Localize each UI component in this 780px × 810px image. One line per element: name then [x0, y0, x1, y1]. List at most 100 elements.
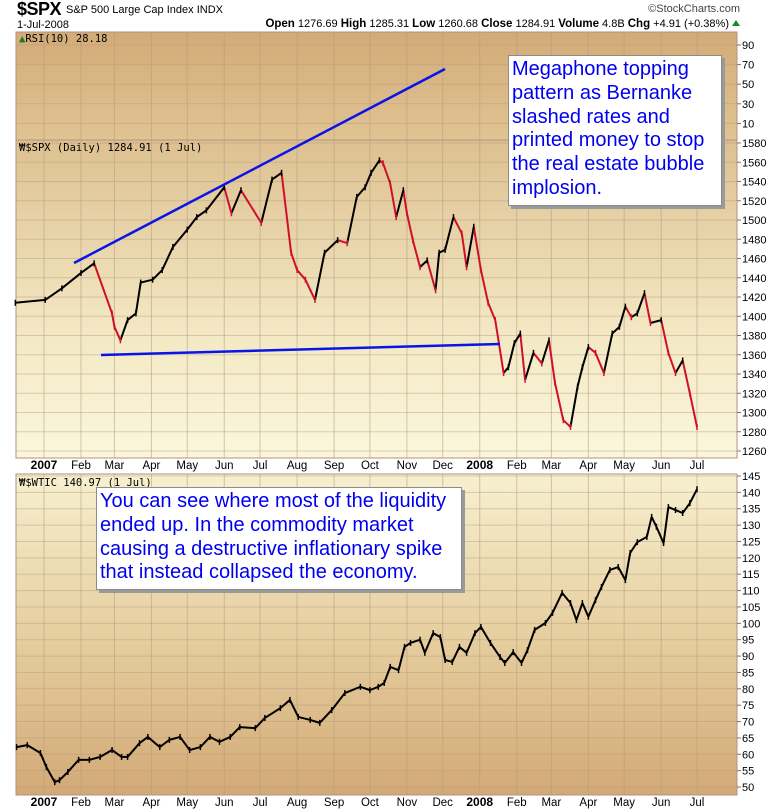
- wtic-segment: [489, 642, 501, 658]
- spx-segment: [460, 233, 468, 268]
- chg-value: +4.91 (+0.38%): [653, 18, 729, 30]
- wtic-segment: [667, 506, 676, 511]
- wtic-segment: [254, 717, 266, 729]
- spx-segment: [587, 346, 597, 354]
- wtic-segment: [403, 642, 412, 648]
- wtic-segment: [474, 626, 482, 634]
- x-tick-label: Dec: [432, 460, 453, 472]
- x-tick-label: 2008: [466, 795, 493, 809]
- spx-segment: [611, 326, 621, 335]
- x-tick-label: Oct: [361, 797, 380, 809]
- spx-segment: [405, 213, 414, 241]
- spx-segment: [370, 159, 381, 174]
- wtic-segment: [309, 718, 321, 724]
- spx-segment: [126, 312, 137, 321]
- x-tick-label: May: [613, 797, 635, 809]
- spx-segment: [553, 382, 565, 421]
- spx-segment: [93, 262, 113, 314]
- spx-segment: [444, 216, 455, 251]
- wtic-segment: [330, 692, 346, 711]
- wtic-y-tick-label: 125: [742, 536, 760, 548]
- annotation-line: that instead collapsed the economy.: [100, 561, 418, 584]
- wtic-segment: [189, 746, 201, 751]
- spx-segment: [15, 298, 46, 304]
- wtic-segment: [624, 552, 632, 581]
- spx-segment: [569, 386, 579, 428]
- wtic-segment: [377, 682, 385, 688]
- spx-y-tick-label: 1380: [742, 331, 766, 343]
- spx-segment: [296, 269, 307, 281]
- x-tick-label: Mar: [105, 797, 125, 809]
- wtic-segment: [397, 646, 406, 671]
- wtic-y-tick-label: 145: [742, 471, 760, 483]
- spx-segment: [44, 287, 63, 301]
- wtic-segment: [688, 488, 698, 504]
- spx-segment: [186, 216, 198, 231]
- spx-segment: [304, 279, 316, 301]
- bar-chart-icon: ₩: [19, 142, 26, 154]
- annotation-line: slashed rates and: [512, 105, 670, 128]
- spx-segment: [205, 186, 226, 211]
- wtic-segment: [179, 736, 191, 751]
- spx-y-tick-label: 1300: [742, 408, 766, 420]
- wtic-segment: [636, 536, 648, 544]
- spx-segment: [576, 367, 584, 387]
- x-tick-label: Nov: [397, 460, 418, 472]
- megaphone-annotation: Megaphone topping pattern as Bernanke sl…: [508, 55, 722, 206]
- spx-y-tick-label: 1260: [742, 446, 766, 458]
- wtic-segment: [298, 715, 311, 721]
- spx-segment: [524, 352, 535, 381]
- annotation-line: You can see where most of the liquidity: [100, 490, 447, 512]
- x-tick-label: Feb: [507, 797, 527, 809]
- spx-y-tick-label: 1320: [742, 388, 766, 400]
- wtic-y-tick-label: 120: [742, 553, 760, 565]
- spx-segment: [364, 172, 373, 188]
- spx-segment: [337, 239, 348, 245]
- spx-title: $SPX (Daily) 1284.91 (1 Jul): [25, 142, 203, 154]
- spx-segment: [581, 346, 590, 368]
- wtic-segment: [16, 744, 28, 749]
- wtic-segment: [39, 752, 48, 768]
- spx-segment: [223, 187, 233, 214]
- x-tick-label: Apr: [579, 797, 597, 809]
- x-tick-label: Feb: [71, 797, 91, 809]
- annotation-line: ended up. In the commodity market: [100, 513, 414, 536]
- x-tick-label: May: [176, 460, 198, 472]
- wtic-segment: [199, 736, 211, 748]
- wtic-y-tick-label: 55: [742, 766, 754, 778]
- wtic-segment: [111, 749, 123, 758]
- rsi-y-tick-label: 70: [742, 60, 754, 72]
- spx-segment: [389, 183, 398, 218]
- wtic-segment: [54, 779, 60, 784]
- wtic-segment: [581, 602, 590, 618]
- spx-segment: [140, 278, 153, 284]
- spx-segment: [630, 312, 638, 319]
- spx-segment: [479, 269, 490, 303]
- spx-segment: [494, 319, 505, 374]
- wtic-segment: [169, 735, 181, 741]
- wtic-y-tick-label: 50: [742, 782, 754, 794]
- high-value: 1285.31: [369, 18, 410, 30]
- price-stats: Open 1276.69 High 1285.31 Low 1260.68 Cl…: [265, 18, 740, 30]
- wtic-segment: [26, 744, 41, 754]
- wtic-segment: [264, 707, 281, 719]
- annotation-line: pattern as Bernanke: [512, 81, 693, 104]
- wtic-segment: [58, 771, 69, 781]
- spx-segment: [80, 262, 95, 274]
- spx-segment: [230, 189, 242, 214]
- spx-segment: [688, 393, 698, 428]
- x-tick-label: Apr: [142, 797, 160, 809]
- lower-trendline: [100, 342, 501, 357]
- spx-segment: [660, 319, 670, 354]
- copyright: ©StockCharts.com: [648, 3, 740, 15]
- wtic-segment: [617, 566, 627, 581]
- spx-segment: [323, 239, 339, 254]
- high-label: High: [340, 18, 367, 30]
- wtic-segment: [419, 639, 426, 654]
- spx-segment: [452, 216, 463, 234]
- low-value: 1260.68: [438, 18, 478, 30]
- x-tick-label: Jun: [652, 460, 671, 472]
- spx-y-tick-label: 1400: [742, 311, 766, 323]
- x-tick-label: 2007: [31, 458, 58, 472]
- wtic-y-tick-label: 70: [742, 717, 754, 729]
